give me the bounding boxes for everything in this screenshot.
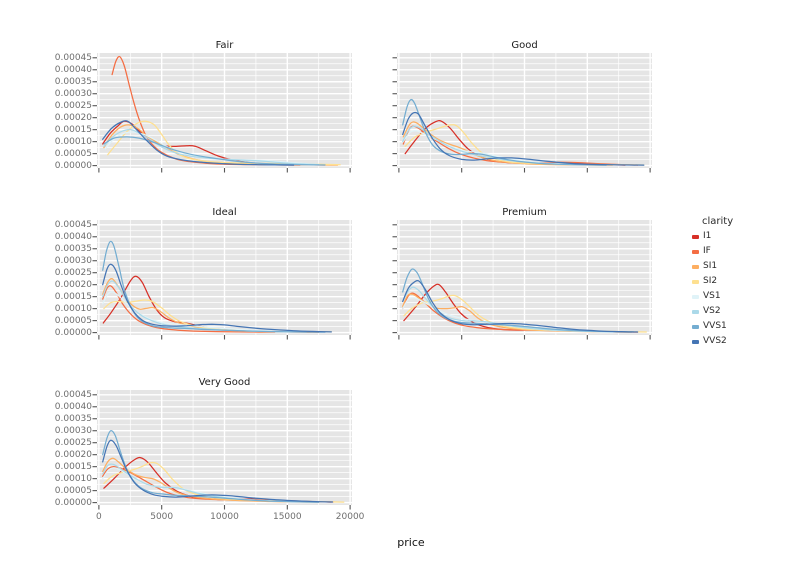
legend-swatch	[692, 324, 699, 329]
legend-swatch	[692, 339, 699, 344]
legend-swatch	[692, 234, 699, 239]
legend-item-I1[interactable]: I1	[691, 229, 733, 244]
kde-curve-fair-VS1	[104, 131, 320, 166]
y-tick-label: 0.00045	[54, 389, 92, 400]
legend-swatch	[692, 249, 699, 254]
y-tick-label: 0.00030	[54, 88, 92, 99]
legend-item-SI1[interactable]: SI1	[691, 259, 733, 274]
y-tick-label: 0.00040	[54, 401, 92, 412]
y-tick-label: 0.00010	[54, 136, 92, 147]
legend-swatch	[692, 294, 699, 299]
legend-item-label: VS2	[703, 306, 721, 316]
legend-item-VVS1[interactable]: VVS1	[691, 319, 733, 334]
y-tick-label: 0.00025	[54, 267, 92, 278]
kde-curve-premium-VVS2	[402, 279, 639, 333]
y-tick-label: 0.00035	[54, 413, 92, 424]
legend-item-label: VVS2	[703, 336, 727, 346]
legend-item-IF[interactable]: IF	[691, 244, 733, 259]
facet-panel-ideal[interactable]	[89, 220, 352, 343]
kde-curve-ideal-IF	[102, 285, 276, 333]
legend-title: clarity	[702, 216, 734, 227]
y-tick-label: 0.00040	[54, 64, 92, 75]
facet-panel-premium[interactable]	[389, 220, 652, 343]
y-tick-label: 0.00020	[54, 279, 92, 290]
legend-item-VS2[interactable]: VS2	[691, 304, 733, 319]
legend-item-SI2[interactable]: SI2	[691, 274, 733, 289]
legend-item-VVS2[interactable]: VVS2	[691, 334, 733, 349]
y-tick-label: 0.00035	[54, 243, 92, 254]
legend: clarity I1 IF SI1 SI2 VS1 VS2 VVS1 VVS2	[691, 215, 733, 349]
x-tick-label: 10000	[210, 512, 239, 522]
y-tick-label: 0.00030	[54, 425, 92, 436]
legend-item-label: IF	[703, 246, 711, 256]
y-tick-label: 0.00005	[54, 148, 92, 159]
y-tick-label: 0.00015	[54, 291, 92, 302]
kde-curve-fair-VVS1	[103, 136, 326, 166]
y-tick-label: 0.00010	[54, 303, 92, 314]
y-tick-label: 0.00045	[54, 219, 92, 230]
facet-title-ideal: Ideal	[212, 207, 237, 218]
x-tick-label: 0	[96, 512, 102, 522]
kde-curve-good-VVS2	[402, 111, 645, 166]
legend-item-VS1[interactable]: VS1	[691, 289, 733, 304]
kde-curve-premium-VVS1	[402, 268, 635, 333]
x-tick-label: 15000	[272, 512, 302, 522]
y-tick-label: 0.00010	[54, 473, 92, 484]
kde-curve-good-VVS1	[402, 98, 607, 166]
y-tick-label: 0.00005	[54, 315, 92, 326]
facet-title-premium: Premium	[502, 207, 547, 218]
kde-curve-ideal-VS1	[102, 291, 307, 333]
legend-swatch	[692, 309, 699, 314]
y-tick-label: 0.00020	[54, 112, 92, 123]
y-tick-label: 0.00030	[54, 255, 92, 266]
legend-item-label: I1	[703, 231, 712, 241]
legend-item-label: SI2	[703, 276, 718, 286]
y-tick-label: 0.00025	[54, 100, 92, 111]
x-axis-title: price	[397, 536, 425, 549]
kde-curve-fair-VVS2	[102, 120, 295, 166]
legend-item-label: VVS1	[703, 321, 727, 331]
y-tick-label: 0.00000	[54, 497, 92, 508]
facet-panel-fair[interactable]	[89, 53, 352, 176]
legend-items: I1 IF SI1 SI2 VS1 VS2 VVS1 VVS2	[691, 229, 733, 349]
kde-curve-ideal-VVS2	[102, 263, 332, 333]
facet-title-fair: Fair	[215, 40, 234, 51]
y-tick-label: 0.00035	[54, 76, 92, 87]
y-tick-label: 0.00015	[54, 124, 92, 135]
x-tick-label: 20000	[335, 512, 365, 522]
y-tick-label: 0.00020	[54, 449, 92, 460]
x-tick-label: 5000	[150, 512, 174, 522]
kde-curve-very-good-VVS1	[102, 430, 320, 503]
y-tick-label: 0.00040	[54, 231, 92, 242]
legend-swatch	[692, 279, 699, 284]
y-tick-label: 0.00000	[54, 160, 92, 171]
facet-panel-good[interactable]	[389, 53, 652, 176]
legend-swatch	[692, 264, 699, 269]
y-tick-label: 0.00025	[54, 437, 92, 448]
y-tick-label: 0.00015	[54, 461, 92, 472]
y-tick-label: 0.00005	[54, 485, 92, 496]
kde-curve-very-good-VVS2	[102, 439, 334, 503]
kde-curve-fair-VS2	[103, 128, 320, 166]
facet-title-good: Good	[511, 40, 538, 51]
y-tick-label: 0.00000	[54, 327, 92, 338]
legend-item-label: VS1	[703, 291, 721, 301]
facet-title-very-good: Very Good	[198, 377, 251, 388]
legend-item-label: SI1	[703, 261, 718, 271]
facet-panel-very-good[interactable]	[89, 390, 352, 513]
kde-curve-ideal-VVS1	[102, 240, 326, 333]
y-tick-label: 0.00045	[54, 52, 92, 63]
